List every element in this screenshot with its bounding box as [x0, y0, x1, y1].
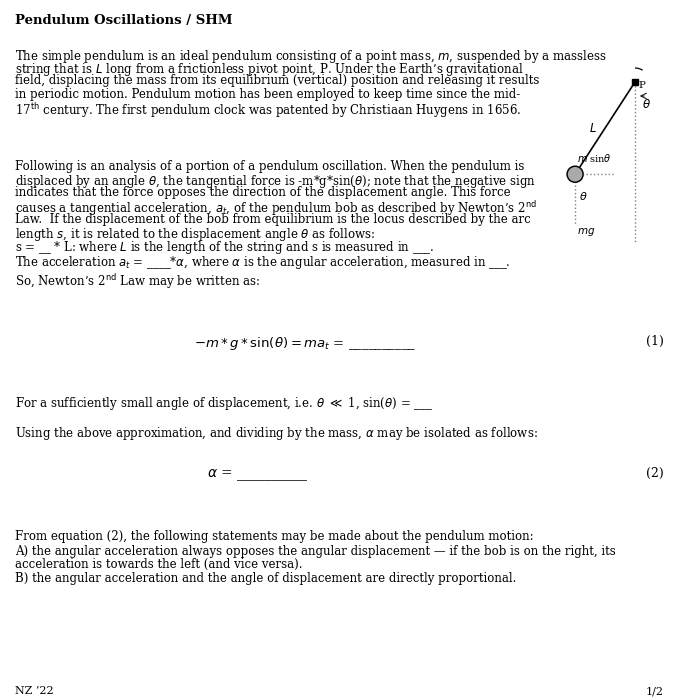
Text: $\theta$: $\theta$ [642, 98, 651, 111]
Text: For a sufficiently small angle of displacement, i.e. $\theta$ $\ll$ 1, sin($\the: For a sufficiently small angle of displa… [15, 395, 433, 412]
Text: Pendulum Oscillations / SHM: Pendulum Oscillations / SHM [15, 14, 233, 27]
Text: $-m*g*\sin(\theta) = ma_t$ = __________: $-m*g*\sin(\theta) = ma_t$ = __________ [194, 335, 416, 352]
Text: s = __ * L: where $L$ is the length of the string and s is measured in ___.: s = __ * L: where $L$ is the length of t… [15, 239, 435, 256]
Text: $L$: $L$ [589, 122, 597, 134]
Text: $\alpha$ = __________: $\alpha$ = __________ [207, 467, 308, 483]
Text: NZ ’22: NZ ’22 [15, 686, 54, 696]
Text: causes a tangential acceleration, $a_t$, of the pendulum bob as described by New: causes a tangential acceleration, $a_t$,… [15, 199, 537, 218]
Text: field, displacing the mass from its equilibrium (vertical) position and releasin: field, displacing the mass from its equi… [15, 74, 540, 88]
Circle shape [567, 167, 583, 182]
Text: length $s$, it is related to the displacement angle $\theta$ as follows:: length $s$, it is related to the displac… [15, 226, 375, 243]
Text: acceleration is towards the left (and vice versa).: acceleration is towards the left (and vi… [15, 559, 302, 571]
Text: Law.  If the displacement of the bob from equilibrium is the locus described by : Law. If the displacement of the bob from… [15, 213, 531, 226]
Text: in periodic motion. Pendulum motion has been employed to keep time since the mid: in periodic motion. Pendulum motion has … [15, 88, 520, 101]
Text: The simple pendulum is an ideal pendulum consisting of a point mass, $m$, suspen: The simple pendulum is an ideal pendulum… [15, 48, 607, 65]
Text: indicates that the force opposes the direction of the displacement angle. This f: indicates that the force opposes the dir… [15, 186, 511, 200]
Text: The acceleration $a_t$ = ____*$\alpha$, where $\alpha$ is the angular accelerati: The acceleration $a_t$ = ____*$\alpha$, … [15, 254, 511, 272]
Text: displaced by an angle $\theta$, the tangential force is -m*g*sin($\theta$); note: displaced by an angle $\theta$, the tang… [15, 173, 536, 190]
Text: P: P [638, 81, 645, 90]
Text: A) the angular acceleration always opposes the angular displacement — if the bob: A) the angular acceleration always oppos… [15, 545, 616, 558]
Text: B) the angular acceleration and the angle of displacement are directly proportio: B) the angular acceleration and the angl… [15, 572, 517, 584]
Text: (2): (2) [646, 467, 664, 480]
Text: $mg$: $mg$ [577, 226, 595, 238]
Text: Following is an analysis of a portion of a pendulum oscillation. When the pendul: Following is an analysis of a portion of… [15, 160, 524, 173]
Text: From equation (2), the following statements may be made about the pendulum motio: From equation (2), the following stateme… [15, 530, 534, 543]
Text: 1/2: 1/2 [646, 686, 664, 696]
Text: $m$ sin$\theta$: $m$ sin$\theta$ [577, 153, 612, 164]
Text: (1): (1) [646, 335, 664, 348]
Text: string that is $L$ long from a frictionless pivot point, P. Under the Earth’s gr: string that is $L$ long from a frictionl… [15, 61, 523, 78]
Text: 17$^{\rm th}$ century. The first pendulum clock was patented by Christiaan Huyge: 17$^{\rm th}$ century. The first pendulu… [15, 101, 521, 120]
Text: Using the above approximation, and dividing by the mass, $\alpha$ may be isolate: Using the above approximation, and divid… [15, 425, 538, 442]
Text: $\theta$: $\theta$ [579, 190, 588, 202]
Text: So, Newton’s 2$^{\rm nd}$ Law may be written as:: So, Newton’s 2$^{\rm nd}$ Law may be wri… [15, 272, 260, 291]
